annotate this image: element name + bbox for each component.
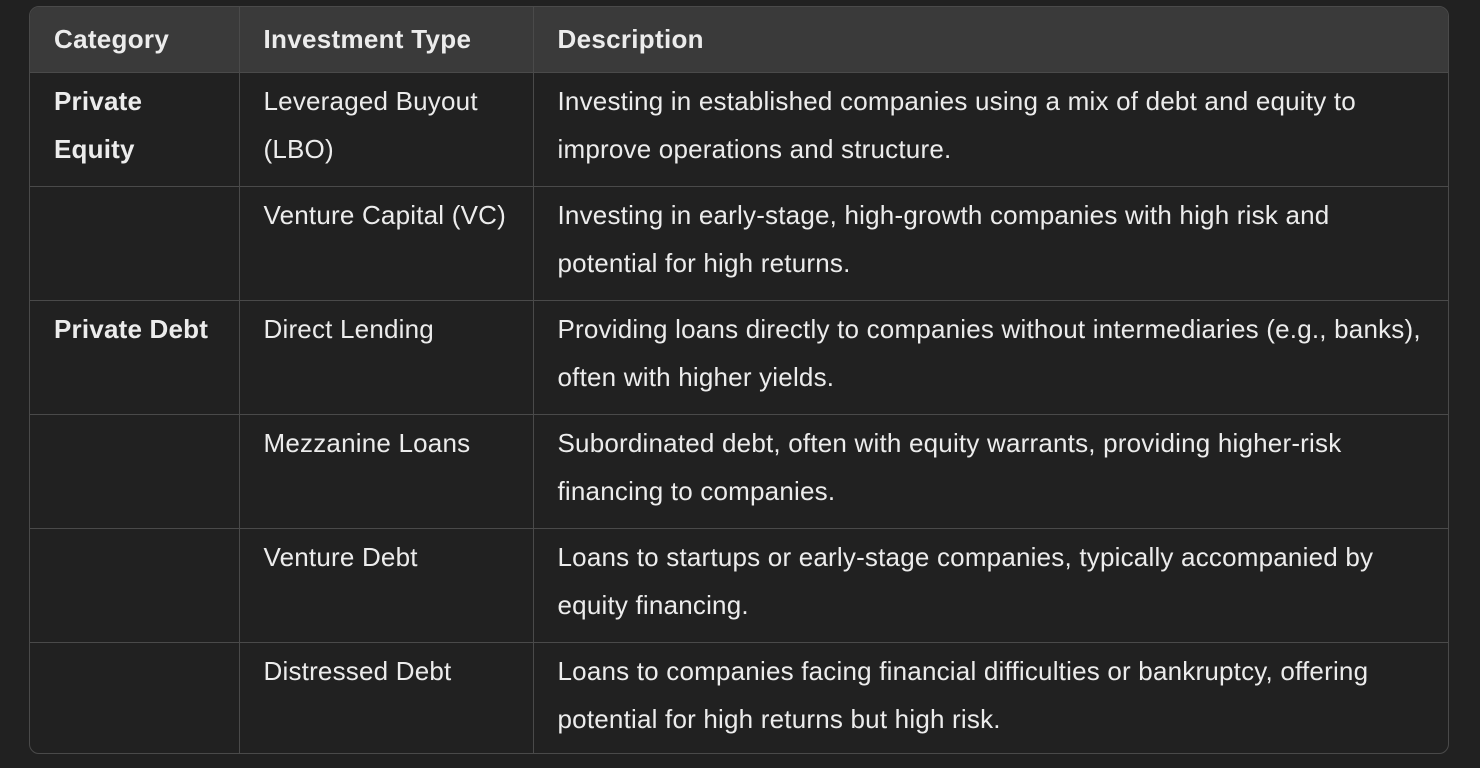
investment-table-container: Category Investment Type Description Pri… <box>29 6 1449 754</box>
table-row: Distressed Debt Loans to companies facin… <box>30 642 1448 753</box>
cell-investment-type-text: Distressed Debt <box>263 655 452 686</box>
cell-investment-type-text: Venture Debt <box>263 541 418 572</box>
cell-description-text: Loans to startups or early-stage compani… <box>557 541 1374 620</box>
table-row: Private Equity Leveraged Buyout (LBO) In… <box>30 72 1448 187</box>
table-row: Venture Capital (VC) Investing in early-… <box>30 186 1448 301</box>
cell-category <box>30 186 240 301</box>
cell-category-text: Private Debt <box>54 313 209 344</box>
cell-description-text: Providing loans directly to companies wi… <box>557 313 1421 392</box>
cell-description: Investing in early-stage, high-growth co… <box>533 186 1448 301</box>
cell-description: Subordinated debt, often with equity war… <box>533 414 1448 529</box>
cell-description-text: Subordinated debt, often with equity war… <box>557 427 1342 506</box>
cell-investment-type-text: Venture Capital (VC) <box>263 199 506 230</box>
cell-category <box>30 414 240 529</box>
cell-category: Private Equity <box>30 72 240 187</box>
header-investment-type: Investment Type <box>239 7 534 73</box>
cell-description: Providing loans directly to companies wi… <box>533 300 1448 415</box>
cell-category: Private Debt <box>30 300 240 415</box>
cell-description-text: Investing in established companies using… <box>557 85 1356 164</box>
table-body: Private Equity Leveraged Buyout (LBO) In… <box>30 72 1448 753</box>
cell-investment-type: Mezzanine Loans <box>239 414 534 529</box>
header-row: Category Investment Type Description <box>30 7 1448 73</box>
cell-investment-type: Leveraged Buyout (LBO) <box>239 72 534 187</box>
cell-description: Loans to startups or early-stage compani… <box>533 528 1448 643</box>
cell-investment-type-text: Leveraged Buyout (LBO) <box>263 85 478 164</box>
header-category: Category <box>30 7 240 73</box>
cell-investment-type-text: Direct Lending <box>263 313 434 344</box>
table-row: Mezzanine Loans Subordinated debt, often… <box>30 414 1448 529</box>
cell-investment-type: Direct Lending <box>239 300 534 415</box>
cell-investment-type: Venture Capital (VC) <box>239 186 534 301</box>
cell-description-text: Investing in early-stage, high-growth co… <box>557 199 1330 278</box>
table-row: Private Debt Direct Lending Providing lo… <box>30 300 1448 415</box>
table-row: Venture Debt Loans to startups or early-… <box>30 528 1448 643</box>
cell-investment-type: Distressed Debt <box>239 642 534 753</box>
cell-investment-type: Venture Debt <box>239 528 534 643</box>
cell-category <box>30 642 240 753</box>
cell-description: Loans to companies facing financial diff… <box>533 642 1448 753</box>
header-description: Description <box>533 7 1448 73</box>
cell-category <box>30 528 240 643</box>
table-header: Category Investment Type Description <box>30 7 1448 73</box>
cell-description: Investing in established companies using… <box>533 72 1448 187</box>
cell-description-text: Loans to companies facing financial diff… <box>557 655 1369 734</box>
investment-table: Category Investment Type Description Pri… <box>30 7 1448 753</box>
cell-category-text: Private Equity <box>54 85 143 164</box>
cell-investment-type-text: Mezzanine Loans <box>263 427 471 458</box>
